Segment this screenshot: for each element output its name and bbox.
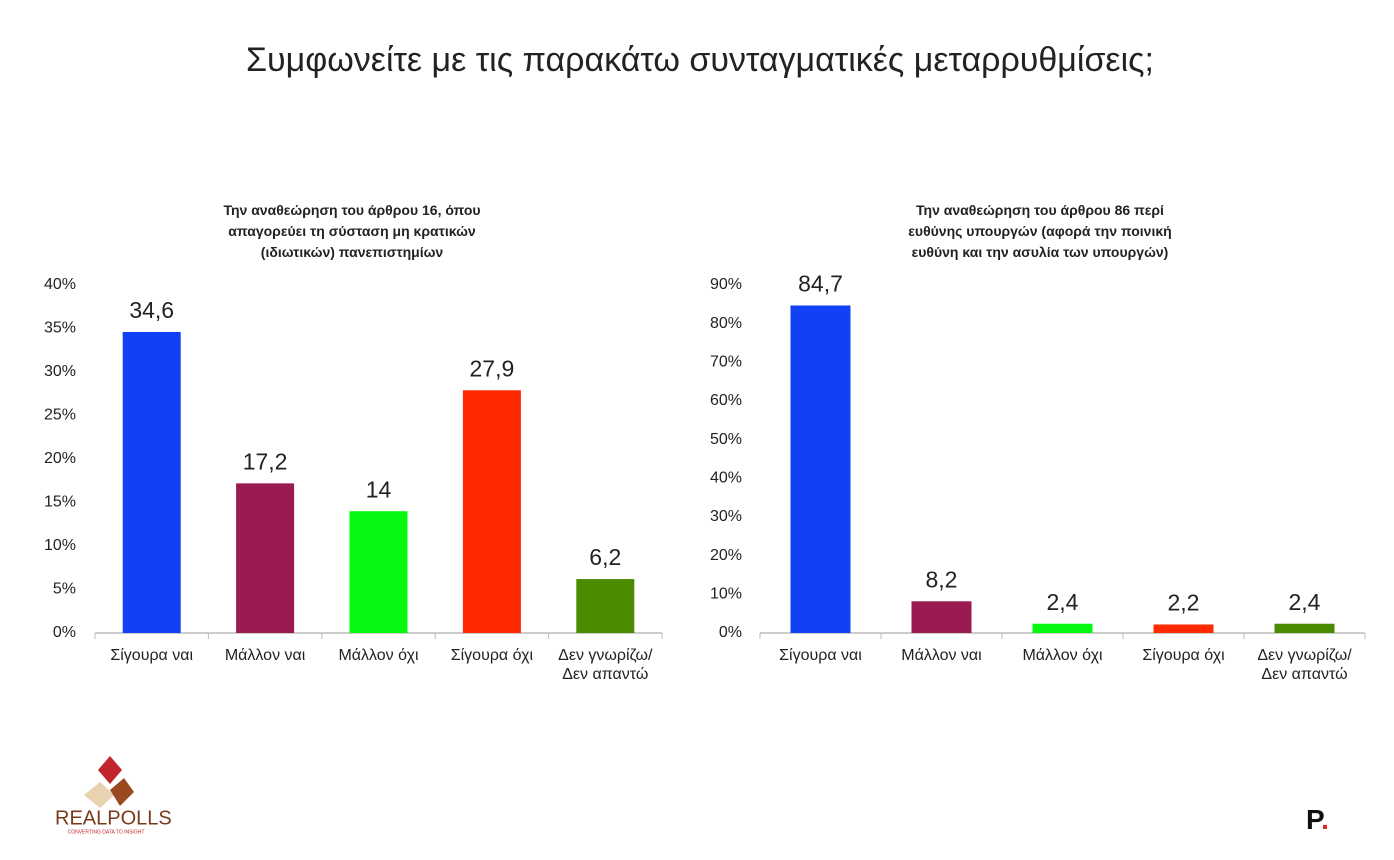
logo-tagline: CONVERTING DATA TO INSIGHT: [68, 829, 145, 835]
y-tick-label: 20%: [44, 450, 76, 467]
page-title: Συμφωνείτε με τις παρακάτω συνταγματικές…: [246, 41, 1154, 79]
x-tick-label: Σίγουρα όχι: [451, 647, 534, 664]
y-tick-label: 0%: [53, 624, 76, 641]
bar: [122, 331, 181, 633]
data-label: 14: [366, 476, 392, 502]
logo-text: REALPOLLS: [55, 807, 172, 829]
x-tick-label: Μάλλον όχι: [338, 647, 419, 664]
logo-shape: [110, 778, 134, 806]
data-label: 17,2: [243, 448, 288, 474]
bar: [462, 390, 521, 633]
data-label: 84,7: [798, 271, 843, 297]
data-label: 27,9: [470, 355, 515, 381]
y-tick-label: 35%: [44, 320, 76, 337]
y-tick-label: 40%: [710, 470, 742, 487]
x-tick-label: Σίγουρα ναι: [110, 647, 193, 664]
y-tick-label: 0%: [719, 624, 742, 641]
bar: [790, 305, 851, 633]
logo-shape: [98, 756, 122, 784]
y-tick-label: 90%: [710, 276, 742, 293]
x-tick-label: Μάλλον ναι: [901, 647, 982, 664]
y-tick-label: 60%: [710, 392, 742, 409]
data-label: 2,4: [1047, 589, 1079, 615]
data-label: 6,2: [589, 544, 621, 570]
y-tick-label: 25%: [44, 407, 76, 424]
data-label: 8,2: [926, 566, 958, 592]
bar: [1153, 624, 1214, 633]
y-tick-label: 40%: [44, 276, 76, 293]
y-tick-label: 50%: [710, 431, 742, 448]
x-tick-label: Δεν γνωρίζω/Δεν απαντώ: [558, 647, 653, 683]
bar: [1274, 623, 1335, 633]
y-tick-label: 30%: [710, 508, 742, 525]
data-label: 2,4: [1289, 589, 1321, 615]
x-tick-label: Μάλλον ναι: [225, 647, 306, 664]
y-tick-label: 5%: [53, 581, 76, 598]
y-tick-label: 10%: [710, 586, 742, 603]
bar: [236, 483, 295, 633]
y-tick-label: 30%: [44, 363, 76, 380]
publisher-logo: P.: [1306, 804, 1329, 835]
y-tick-label: 20%: [710, 547, 742, 564]
x-tick-label: Δεν γνωρίζω/Δεν απαντώ: [1257, 647, 1352, 683]
data-label: 2,2: [1168, 590, 1200, 616]
x-tick-label: Σίγουρα όχι: [1142, 647, 1225, 664]
data-label: 34,6: [129, 297, 174, 323]
logo-shape: [84, 782, 114, 808]
bar: [349, 511, 408, 633]
y-tick-label: 15%: [44, 494, 76, 511]
realpolls-logo: REALPOLLS CONVERTING DATA TO INSIGHT: [55, 756, 172, 835]
chart-title: Την αναθεώρηση του άρθρου 86 περί ευθύνης…: [908, 202, 1171, 260]
y-tick-label: 70%: [710, 354, 742, 371]
y-tick-label: 10%: [44, 537, 76, 554]
bar: [1032, 623, 1093, 633]
chart-title: Την αναθεώρηση του άρθρου 16, όπου απαγορ…: [223, 202, 480, 260]
bar: [576, 579, 635, 633]
x-tick-label: Σίγουρα ναι: [779, 647, 862, 664]
y-tick-label: 80%: [710, 315, 742, 332]
x-tick-label: Μάλλον όχι: [1022, 647, 1103, 664]
bar: [911, 601, 972, 633]
